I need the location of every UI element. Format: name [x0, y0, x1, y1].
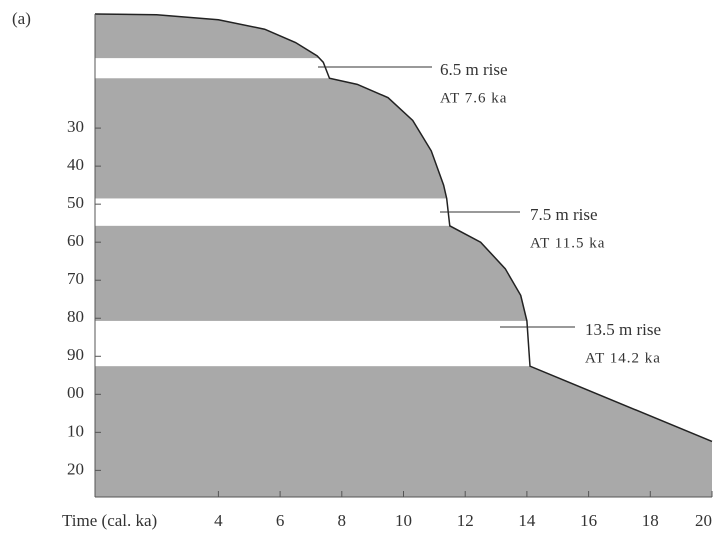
y-tick-label: 00 — [67, 383, 84, 402]
x-tick-label: 20 — [695, 511, 712, 530]
x-tick-label: 10 — [395, 511, 412, 530]
x-tick-label: 12 — [457, 511, 474, 530]
y-tick-label: 50 — [67, 193, 84, 212]
annotation: AT 7.6 ka — [440, 90, 507, 106]
y-tick-label: 40 — [67, 155, 84, 174]
annotation: AT 14.2 ka — [585, 350, 661, 366]
y-tick-label: 30 — [67, 117, 84, 136]
annotation: 13.5 m rise — [585, 320, 661, 339]
x-tick-label: 14 — [518, 511, 536, 530]
band — [95, 58, 712, 79]
y-tick-label: 20 — [67, 459, 84, 478]
annotation: 6.5 m rise — [440, 60, 508, 79]
x-tick-label: 6 — [276, 511, 285, 530]
y-tick-label: 10 — [67, 421, 84, 440]
area — [95, 14, 712, 497]
band — [95, 320, 712, 367]
x-tick-label: 4 — [214, 511, 223, 530]
annotation: AT 11.5 ka — [530, 235, 605, 251]
y-tick-label: 90 — [67, 345, 84, 364]
y-tick-label: 70 — [67, 269, 84, 288]
x-tick-label: 18 — [642, 511, 659, 530]
y-tick-label: 60 — [67, 231, 84, 250]
y-tick-label: 80 — [67, 307, 84, 326]
annotation: 7.5 m rise — [530, 205, 598, 224]
x-tick-label: 8 — [338, 511, 347, 530]
band — [95, 198, 712, 226]
line — [94, 13, 713, 443]
x-axis-label: Time (cal. ka) — [62, 511, 157, 530]
x-tick-label: 16 — [580, 511, 597, 530]
panel-label: (a) — [12, 9, 31, 28]
